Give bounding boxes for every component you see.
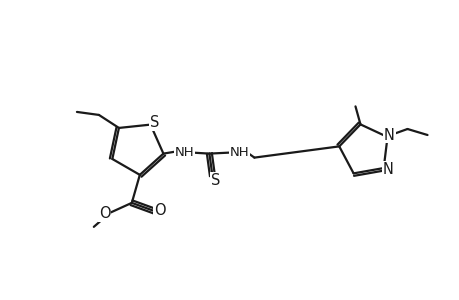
- Text: NH: NH: [229, 146, 249, 159]
- Text: N: N: [383, 128, 394, 142]
- Text: O: O: [99, 206, 111, 221]
- Text: S: S: [150, 115, 159, 130]
- Text: N: N: [381, 162, 392, 177]
- Text: S: S: [210, 173, 219, 188]
- Text: NH: NH: [174, 146, 194, 159]
- Text: O: O: [154, 203, 165, 218]
